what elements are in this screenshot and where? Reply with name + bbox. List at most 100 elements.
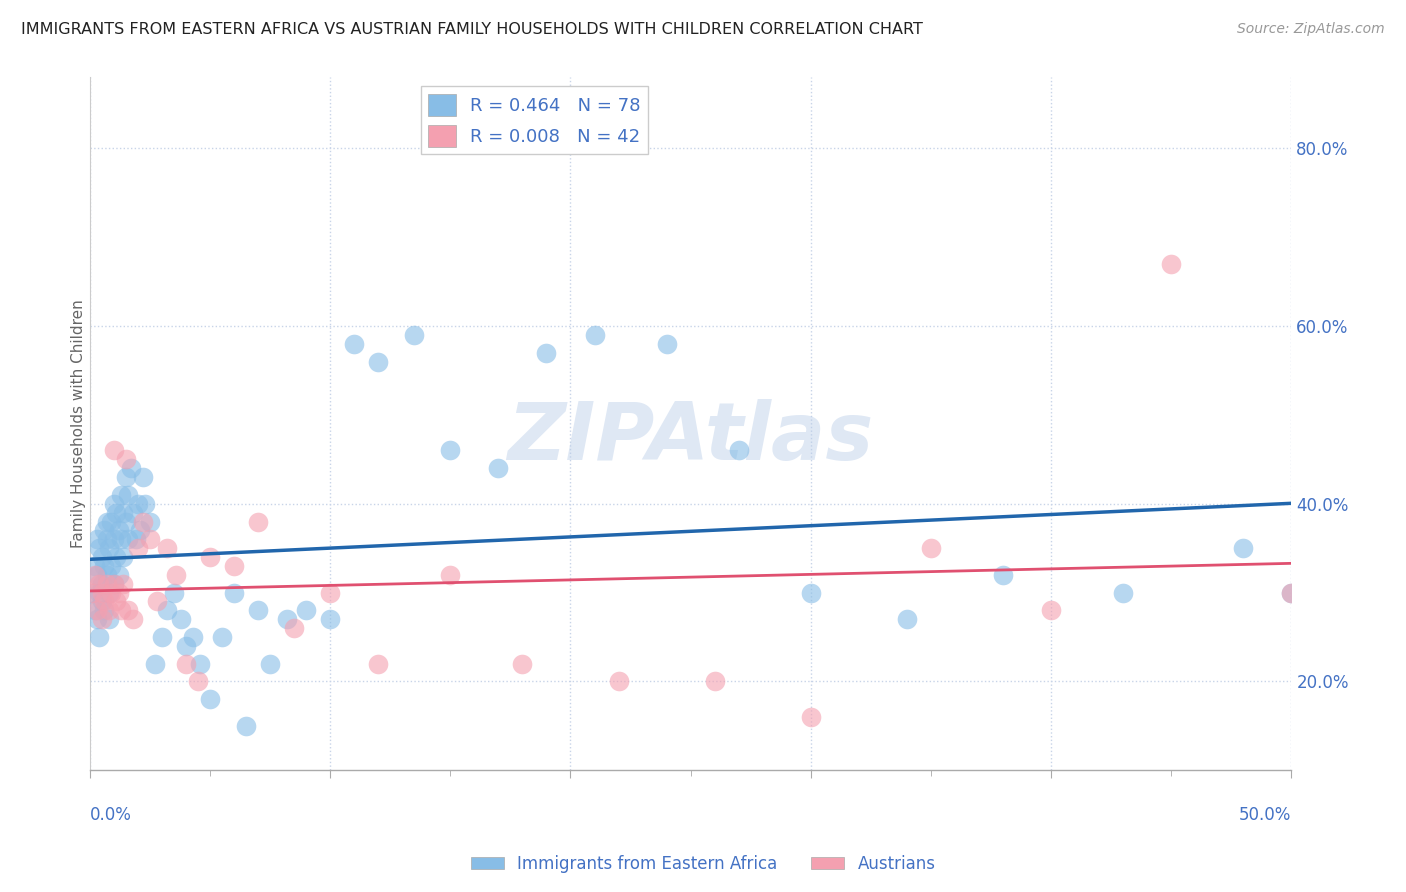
Point (920, 541, 942, 556)
Point (100, 515, 122, 529)
Point (165, 567, 187, 582)
Point (117, 488, 139, 502)
Point (655, 337, 678, 351)
Point (800, 710, 823, 724)
Point (90, 576, 112, 591)
Point (115, 470, 138, 484)
Point (96, 576, 118, 591)
Point (93, 594, 115, 608)
Point (89, 630, 111, 644)
Point (82, 585, 104, 599)
Point (211, 630, 233, 644)
Point (174, 657, 197, 671)
Point (89, 585, 111, 599)
Point (112, 550, 135, 565)
Point (583, 328, 606, 343)
Point (222, 558, 245, 573)
Point (1232, 541, 1254, 556)
Point (259, 657, 281, 671)
Point (703, 674, 725, 689)
Point (276, 612, 298, 626)
Point (150, 630, 173, 644)
Point (991, 567, 1014, 582)
Point (536, 346, 558, 360)
Point (86, 612, 108, 626)
Point (439, 443, 461, 458)
Point (93, 603, 115, 617)
Point (86, 603, 108, 617)
Point (129, 524, 152, 538)
Point (1160, 257, 1182, 271)
Point (96, 567, 118, 582)
Point (96, 515, 118, 529)
Point (1281, 585, 1303, 599)
Point (247, 515, 270, 529)
Point (127, 541, 149, 556)
Point (1281, 585, 1303, 599)
Point (120, 461, 142, 475)
Point (90, 594, 112, 608)
Point (89, 576, 111, 591)
Point (170, 612, 193, 626)
Point (112, 576, 135, 591)
Point (105, 594, 128, 608)
Legend: R = 0.464   N = 78, R = 0.008   N = 42: R = 0.464 N = 78, R = 0.008 N = 42 (422, 87, 648, 154)
Point (90, 550, 112, 565)
Point (1040, 603, 1063, 617)
Point (107, 585, 129, 599)
Point (86, 533, 108, 547)
Point (247, 603, 270, 617)
Point (146, 594, 169, 608)
Point (607, 674, 630, 689)
Point (110, 533, 132, 547)
Point (139, 533, 162, 547)
Text: ZIPAtlas: ZIPAtlas (508, 399, 873, 476)
Point (103, 576, 125, 591)
Point (132, 515, 155, 529)
Point (1112, 585, 1135, 599)
Point (83, 558, 105, 573)
Point (181, 630, 204, 644)
Point (107, 567, 129, 582)
Y-axis label: Family Households with Children: Family Households with Children (72, 300, 86, 549)
Point (82, 585, 104, 599)
Point (89, 541, 111, 556)
Point (90, 612, 112, 626)
Point (319, 612, 342, 626)
Point (319, 585, 342, 599)
Point (283, 621, 305, 635)
Point (117, 533, 139, 547)
Point (512, 657, 534, 671)
Point (117, 603, 139, 617)
Text: IMMIGRANTS FROM EASTERN AFRICA VS AUSTRIAN FAMILY HOUSEHOLDS WITH CHILDREN CORRE: IMMIGRANTS FROM EASTERN AFRICA VS AUSTRI… (21, 22, 922, 37)
Point (222, 585, 245, 599)
Point (103, 533, 125, 547)
Point (100, 585, 122, 599)
Point (163, 585, 186, 599)
Point (90, 585, 112, 599)
Point (96, 533, 118, 547)
Point (143, 657, 166, 671)
Point (110, 603, 132, 617)
Point (103, 576, 125, 591)
Point (486, 461, 509, 475)
Point (156, 541, 179, 556)
Point (103, 443, 125, 458)
Point (115, 515, 138, 529)
Legend: Immigrants from Eastern Africa, Austrians: Immigrants from Eastern Africa, Austrian… (464, 848, 942, 880)
Point (156, 603, 179, 617)
Point (139, 515, 162, 529)
Point (93, 558, 115, 573)
Point (127, 497, 149, 511)
Point (93, 524, 115, 538)
Point (187, 674, 209, 689)
Point (124, 533, 146, 547)
Point (198, 692, 221, 706)
Point (98, 612, 121, 626)
Point (727, 443, 749, 458)
Point (100, 558, 122, 573)
Point (134, 497, 156, 511)
Point (83, 603, 105, 617)
Point (86, 567, 108, 582)
Point (404, 328, 426, 343)
